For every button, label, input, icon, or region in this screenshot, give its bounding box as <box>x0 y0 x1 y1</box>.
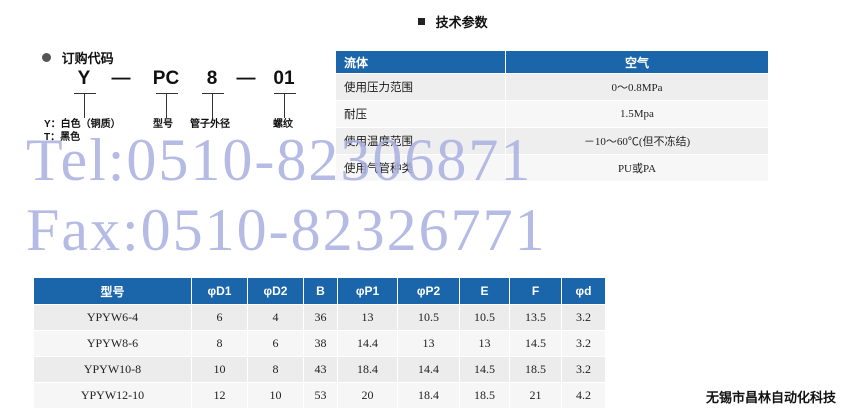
legend-tube-od: 管子外径 <box>190 119 230 130</box>
watermark-fax: Fax:0510-82326771 <box>26 197 547 263</box>
leader-tick-color <box>84 93 85 118</box>
dim-cell-model: YPYW6-4 <box>33 304 192 331</box>
dim-cell-phi-p2: 18.4 <box>397 382 460 409</box>
dim-cell-e: 18.5 <box>459 382 510 409</box>
dim-cell-phi-p2: 13 <box>397 330 460 357</box>
table-header-row: 型号 φD1 φD2 B φP1 φP2 E F φd <box>33 277 606 305</box>
table-row: 使用压力范围 0～0.8MPa <box>335 73 769 101</box>
tech-params-heading-label: 技术参数 <box>435 15 488 30</box>
dim-cell-phi-d2: 8 <box>247 356 304 383</box>
leader-tick-model <box>166 93 167 118</box>
dim-header-phi-p1: φP1 <box>337 277 398 305</box>
legend-thread: 螺纹 <box>273 119 293 130</box>
ordering-code-diagram: Y — PC 8 — 01 Y：白色（铜质） T：黑色 型号 管子外径 螺纹 <box>44 68 320 143</box>
tech-label-proof-pressure: 耐压 <box>335 100 506 128</box>
ordering-code-heading: 订购代码 <box>42 48 114 67</box>
tech-params-heading: 技术参数 <box>418 12 488 31</box>
dim-cell-phi-p2: 14.4 <box>397 356 460 383</box>
leader-tick-thread <box>284 93 285 118</box>
dim-cell-phi-p2: 10.5 <box>397 304 460 331</box>
filled-square-bullet-icon <box>418 18 425 25</box>
code-token-dash-2: — <box>236 68 256 89</box>
leader-bar-color <box>74 93 96 94</box>
table-row: YPYW10-8 10 8 43 18.4 14.4 14.5 18.5 3.2 <box>33 356 606 383</box>
dim-cell-e: 14.5 <box>459 356 510 383</box>
dim-cell-e: 13 <box>459 330 510 357</box>
dim-cell-phi-p1: 13 <box>337 304 398 331</box>
dim-cell-phi-p1: 14.4 <box>337 330 398 357</box>
dim-cell-b: 43 <box>303 356 338 383</box>
dim-cell-b: 38 <box>303 330 338 357</box>
company-name: 无锡市昌林自动化科技 <box>705 390 836 405</box>
dim-header-phi-d: φd <box>561 277 606 305</box>
table-header-row: 流体 空气 <box>335 50 769 74</box>
ordering-code-heading-label: 订购代码 <box>61 51 114 66</box>
dim-cell-phi-d1: 8 <box>191 330 248 357</box>
dim-header-phi-d1: φD1 <box>191 277 248 305</box>
tech-params-table: 流体 空气 使用压力范围 0～0.8MPa 耐压 1.5Mpa 使用温度范围 －… <box>335 50 769 182</box>
dim-cell-phi-p1: 18.4 <box>337 356 398 383</box>
dim-cell-f: 14.5 <box>509 330 562 357</box>
dim-cell-phi-d: 3.2 <box>561 356 606 383</box>
dim-cell-f: 21 <box>509 382 562 409</box>
tech-header-air: 空气 <box>505 50 769 74</box>
dim-cell-phi-d2: 10 <box>247 382 304 409</box>
dim-cell-phi-d1: 12 <box>191 382 248 409</box>
dimensions-table: 型号 φD1 φD2 B φP1 φP2 E F φd YPYW6-4 6 4 … <box>33 277 606 409</box>
tech-label-temperature-range: 使用温度范围 <box>335 127 506 155</box>
legend-color-black: T：黑色 <box>44 132 81 143</box>
code-token-color: Y <box>77 68 91 89</box>
dim-cell-model: YPYW12-10 <box>33 382 192 409</box>
legend-model: 型号 <box>153 119 173 130</box>
tech-value-proof-pressure: 1.5Mpa <box>505 100 769 128</box>
legend-color-white: Y：白色（铜质） <box>44 119 121 130</box>
tech-label-tube-type: 使用气管种类 <box>335 154 506 182</box>
tech-header-fluid: 流体 <box>335 50 506 74</box>
dim-header-model: 型号 <box>33 277 192 305</box>
code-token-dash-1: — <box>111 68 131 89</box>
table-row: 耐压 1.5Mpa <box>335 100 769 128</box>
tech-value-temperature-range: －10～60℃(但不冻结) <box>505 127 769 155</box>
code-token-model: PC <box>152 68 180 89</box>
dim-cell-phi-d: 3.2 <box>561 330 606 357</box>
leader-bar-model <box>156 93 178 94</box>
table-row: YPYW12-10 12 10 53 20 18.4 18.5 21 4.2 <box>33 382 606 409</box>
dim-cell-phi-d2: 6 <box>247 330 304 357</box>
code-token-thread: 01 <box>273 68 295 89</box>
dim-cell-phi-d1: 6 <box>191 304 248 331</box>
table-row: 使用气管种类 PU或PA <box>335 154 769 182</box>
tech-label-pressure-range: 使用压力范围 <box>335 73 506 101</box>
filled-circle-bullet-icon <box>42 53 51 62</box>
dim-header-phi-p2: φP2 <box>397 277 460 305</box>
dim-cell-model: YPYW10-8 <box>33 356 192 383</box>
dim-cell-b: 36 <box>303 304 338 331</box>
tech-value-pressure-range: 0～0.8MPa <box>505 73 769 101</box>
code-token-tube-od: 8 <box>206 68 218 89</box>
dim-cell-b: 53 <box>303 382 338 409</box>
dim-header-f: F <box>509 277 562 305</box>
dim-cell-phi-d: 3.2 <box>561 304 606 331</box>
dim-cell-phi-d2: 4 <box>247 304 304 331</box>
leader-bar-thread <box>274 93 296 94</box>
dim-cell-f: 13.5 <box>509 304 562 331</box>
dim-header-phi-d2: φD2 <box>247 277 304 305</box>
ordering-code-tokens: Y — PC 8 — 01 <box>60 68 320 94</box>
tech-value-tube-type: PU或PA <box>505 154 769 182</box>
dim-cell-phi-d1: 10 <box>191 356 248 383</box>
dim-cell-f: 18.5 <box>509 356 562 383</box>
dim-cell-phi-d: 4.2 <box>561 382 606 409</box>
dim-cell-phi-p1: 20 <box>337 382 398 409</box>
dim-cell-model: YPYW8-6 <box>33 330 192 357</box>
dim-header-e: E <box>459 277 510 305</box>
table-row: YPYW8-6 8 6 38 14.4 13 13 14.5 3.2 <box>33 330 606 357</box>
table-row: YPYW6-4 6 4 36 13 10.5 10.5 13.5 3.2 <box>33 304 606 331</box>
dim-cell-e: 10.5 <box>459 304 510 331</box>
leader-tick-tube-od <box>212 93 213 118</box>
dim-header-b: B <box>303 277 338 305</box>
leader-bar-tube-od <box>202 93 224 94</box>
table-row: 使用温度范围 －10～60℃(但不冻结) <box>335 127 769 155</box>
